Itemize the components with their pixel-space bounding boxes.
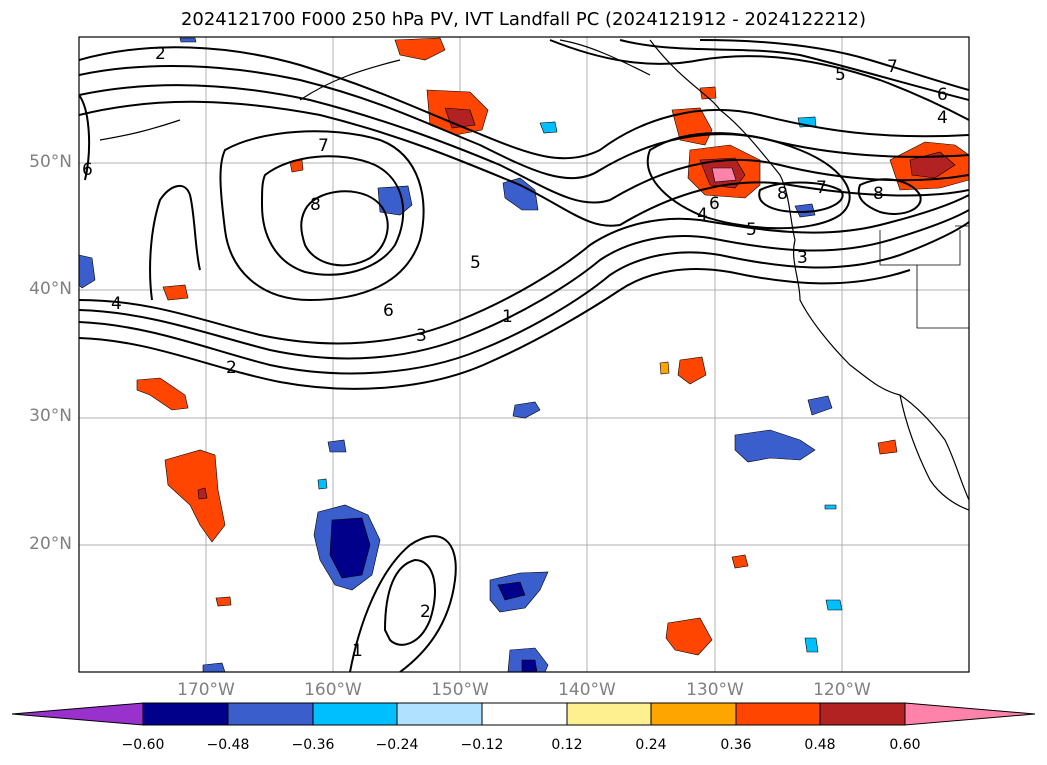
lon-label: 120°W xyxy=(813,680,871,700)
colorbar-tick-label: 0.12 xyxy=(551,737,583,753)
lon-label: 170°W xyxy=(177,680,235,700)
state-borders xyxy=(879,225,969,329)
colorbar-bin xyxy=(819,702,906,726)
contour-label: 6 xyxy=(937,85,948,105)
colorbar-bin xyxy=(566,702,652,726)
contour-label: 2 xyxy=(420,602,431,622)
lat-label: 40°N xyxy=(29,279,72,299)
colorbar-bin xyxy=(396,702,483,726)
colorbar-bin xyxy=(227,702,314,726)
lon-label: 150°W xyxy=(431,680,489,700)
colorbar-tick-label: −0.36 xyxy=(291,737,335,753)
colorbar-tick-label: −0.24 xyxy=(375,737,419,753)
contour-label: 8 xyxy=(873,184,884,204)
contour-label: 6 xyxy=(709,194,720,214)
pv-contours xyxy=(79,39,969,672)
map-background xyxy=(79,37,969,672)
lat-label: 50°N xyxy=(29,152,72,172)
colorbar-tick-label: −0.60 xyxy=(121,737,165,753)
lat-label: 20°N xyxy=(29,534,72,554)
contour-label: 2 xyxy=(155,44,166,64)
colorbar-tick-label: 0.48 xyxy=(804,737,836,753)
negative-anomaly-fills xyxy=(79,37,843,672)
colorbar-tick-label: −0.12 xyxy=(460,737,504,753)
map-title: 2024121700 F000 250 hPa PV, IVT Landfall… xyxy=(180,9,867,30)
contour-label: 4 xyxy=(937,108,948,128)
contour-label: 3 xyxy=(797,248,808,268)
colorbar-bin xyxy=(142,702,229,726)
colorbar-extend-min xyxy=(11,702,144,726)
colorbar-tick-label: 0.36 xyxy=(720,737,752,753)
colorbar-bin xyxy=(481,702,568,726)
colorbar-tick-label: −0.48 xyxy=(206,737,250,753)
lat-label: 30°N xyxy=(29,406,72,426)
coastlines xyxy=(99,39,969,511)
lon-label: 140°W xyxy=(558,680,616,700)
map-frame xyxy=(78,36,970,673)
colorbar-tick-label: 0.24 xyxy=(635,737,667,753)
contour-labels: 2 6 7 8 5 4 6 3 2 1 5 6 7 4 6 8 7 8 3 4 … xyxy=(82,44,948,661)
colorbar-extend-max xyxy=(904,702,1036,726)
colorbar xyxy=(11,702,1036,726)
contour-label: 8 xyxy=(777,184,788,204)
colorbar-bin xyxy=(312,702,398,726)
colorbar-bin xyxy=(650,702,737,726)
colorbar-bin xyxy=(735,702,821,726)
contour-label: 5 xyxy=(470,253,481,273)
contour-label: 8 xyxy=(310,195,321,215)
contour-label: 4 xyxy=(111,294,122,314)
contour-label: 5 xyxy=(746,220,757,240)
contour-label: 6 xyxy=(383,301,394,321)
lon-label: 160°W xyxy=(304,680,362,700)
contour-label: 1 xyxy=(352,641,363,661)
lon-label: 130°W xyxy=(686,680,744,700)
colorbar-tick-label: 0.60 xyxy=(889,737,921,753)
contour-label: 7 xyxy=(816,178,827,198)
contour-label: 1 xyxy=(502,307,513,327)
positive-anomaly-fills xyxy=(136,37,969,656)
contour-label: 3 xyxy=(416,326,427,346)
contour-label: 4 xyxy=(697,205,708,225)
contour-label: 6 xyxy=(82,160,93,180)
contour-label: 5 xyxy=(835,65,846,85)
contour-label: 2 xyxy=(226,358,237,378)
contour-label: 7 xyxy=(318,136,329,156)
contour-label: 7 xyxy=(887,57,898,77)
